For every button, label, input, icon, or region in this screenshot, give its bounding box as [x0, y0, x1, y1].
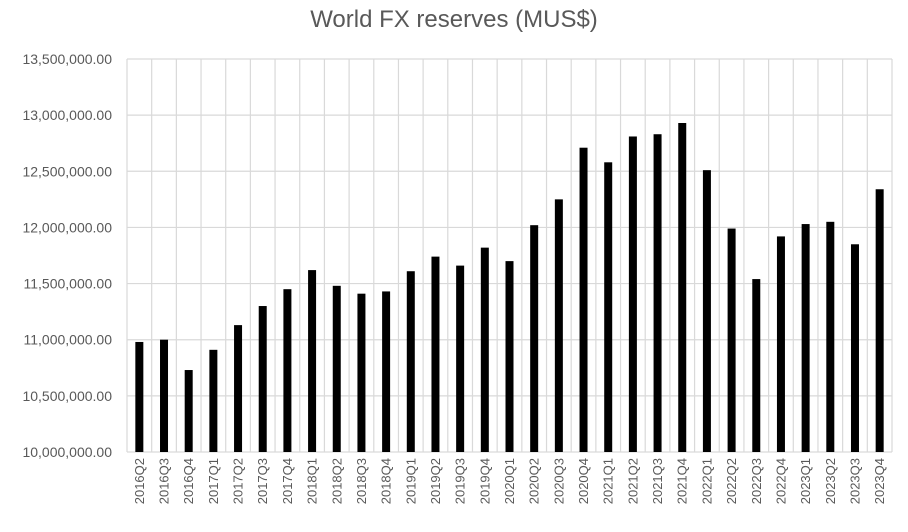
bar: [456, 265, 465, 452]
bar: [653, 134, 662, 452]
bar: [604, 162, 613, 452]
bar: [283, 289, 292, 452]
bar: [727, 228, 736, 452]
x-tick-label: 2018Q4: [379, 458, 394, 504]
bar: [776, 236, 785, 452]
bar: [332, 285, 341, 452]
y-tick-label: 11,500,000.00: [24, 276, 113, 292]
bar: [135, 341, 144, 452]
bar: [382, 291, 391, 452]
bar: [431, 256, 440, 452]
bar: [184, 370, 193, 452]
x-tick-label: 2016Q4: [181, 458, 196, 504]
bar: [801, 224, 810, 452]
x-tick-label: 2023Q1: [798, 458, 813, 504]
bar: [850, 244, 859, 452]
x-tick-label: 2019Q1: [403, 458, 418, 504]
x-tick-label: 2022Q3: [749, 458, 764, 504]
bar: [554, 199, 563, 452]
bar: [875, 189, 884, 452]
x-tick-label: 2017Q2: [231, 458, 246, 504]
bars: [135, 123, 884, 453]
y-tick-label: 12,000,000.00: [22, 219, 112, 235]
x-tick-label: 2023Q4: [872, 458, 887, 504]
x-tick-label: 2018Q1: [305, 458, 320, 504]
x-tick-label: 2019Q4: [477, 458, 492, 504]
x-tick-label: 2022Q1: [699, 458, 714, 504]
bar: [702, 170, 711, 453]
x-tick-label: 2021Q1: [601, 458, 616, 504]
y-tick-label: 10,500,000.00: [22, 388, 112, 404]
bar: [826, 221, 835, 452]
bar: [752, 279, 761, 452]
y-tick-label: 11,000,000.00: [24, 332, 113, 348]
bar: [480, 247, 489, 452]
bar: [357, 293, 366, 452]
y-tick-label: 10,000,000.00: [22, 444, 112, 460]
bar: [530, 225, 539, 452]
y-tick-label: 13,500,000.00: [22, 51, 112, 67]
gridlines: [126, 58, 893, 453]
x-tick-label: 2020Q3: [551, 458, 566, 504]
bar: [308, 270, 317, 452]
bar: [406, 271, 415, 452]
bar: [209, 349, 218, 452]
x-tick-label: 2017Q3: [255, 458, 270, 504]
bar: [579, 147, 588, 452]
x-tick-label: 2022Q2: [724, 458, 739, 504]
bar: [258, 306, 267, 452]
x-tick-label: 2017Q1: [206, 458, 221, 504]
x-tick-label: 2020Q1: [502, 458, 517, 504]
x-axis-tick-labels: 2016Q2 2016Q3 2016Q4 2017Q1 2017Q2 2017Q3 2017…: [132, 458, 887, 504]
x-tick-label: 2018Q2: [329, 458, 344, 504]
x-tick-label: 2018Q3: [354, 458, 369, 504]
x-tick-label: 2020Q2: [527, 458, 542, 504]
y-axis-tick-labels: 10,000,000.00 10,500,000.00 11,000,000.00 1…: [22, 51, 112, 460]
x-tick-label: 2017Q4: [280, 458, 295, 504]
x-tick-label: 2022Q4: [773, 458, 788, 504]
x-tick-label: 2023Q3: [847, 458, 862, 504]
bar: [628, 136, 637, 452]
x-tick-label: 2021Q3: [650, 458, 665, 504]
x-tick-label: 2019Q2: [428, 458, 443, 504]
x-tick-label: 2019Q3: [453, 458, 468, 504]
x-tick-label: 2020Q4: [576, 458, 591, 504]
bar: [678, 123, 687, 452]
x-tick-label: 2016Q3: [157, 458, 172, 504]
bar: [234, 325, 243, 452]
y-tick-label: 13,000,000.00: [22, 107, 112, 123]
x-tick-label: 2021Q4: [675, 458, 690, 504]
x-tick-label: 2023Q2: [823, 458, 838, 504]
bar: [160, 339, 169, 452]
x-tick-label: 2016Q2: [132, 458, 147, 504]
bar: [505, 261, 514, 452]
chart-title: World FX reserves (MUS$): [310, 6, 598, 33]
y-tick-label: 12,500,000.00: [22, 163, 112, 179]
x-tick-label: 2021Q2: [625, 458, 640, 504]
